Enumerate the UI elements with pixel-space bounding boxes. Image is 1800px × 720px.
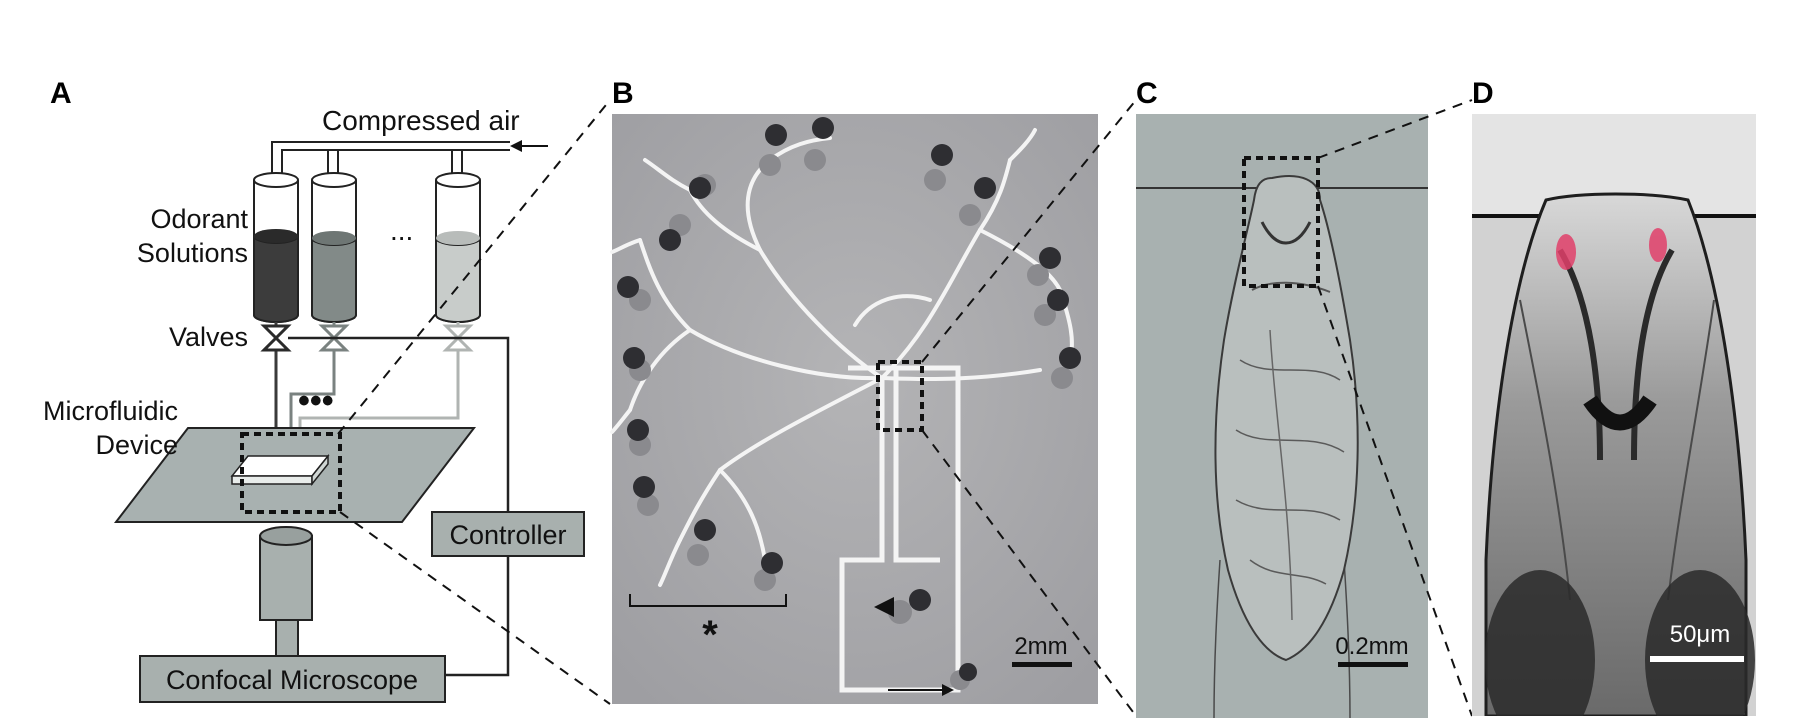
scale-bar-c	[1338, 662, 1408, 667]
controller-label: Controller	[449, 520, 566, 550]
panel-a: A Compressed air	[43, 77, 585, 703]
valve-dark-icon	[260, 324, 292, 352]
panel-c: C 0.2mm	[1136, 77, 1428, 718]
arrowhead-marker-icon	[874, 597, 894, 617]
channel-wall-left	[1213, 559, 1221, 718]
device-dots: •••	[298, 382, 334, 420]
larva	[1214, 175, 1359, 662]
scale-label-d: 50μm	[1670, 621, 1731, 648]
scale-label-c: 0.2mm	[1335, 633, 1408, 660]
reservoir-ellipsis: ...	[390, 215, 413, 246]
reservoir-light	[435, 172, 481, 323]
outlet-arrow	[888, 684, 954, 696]
valves-label: Valves	[169, 322, 248, 352]
panel-label-c: C	[1136, 77, 1158, 110]
air-arrow-head-icon	[510, 140, 522, 152]
reservoir-dark	[253, 172, 299, 323]
odorant-label-line1: Odorant	[150, 204, 248, 234]
inlet-wells	[617, 117, 1081, 690]
device-dashed-box	[240, 432, 342, 514]
panel-d: D 50μm	[1472, 77, 1756, 716]
compressed-air-label: Compressed air	[322, 105, 520, 136]
microscope-objective	[259, 526, 313, 657]
panel-label-b: B	[612, 77, 634, 110]
controller-box	[431, 511, 585, 557]
photo-b-dashed-box	[876, 360, 924, 432]
reservoir-mid	[311, 172, 357, 323]
scale-bar-d	[1650, 656, 1744, 662]
panel-label-a: A	[50, 77, 72, 110]
zoom-lines-b-c	[921, 99, 1137, 717]
panel-b: B	[610, 77, 1098, 704]
zoom-lines-a-b	[337, 99, 611, 705]
photo-c-dashed-box	[1242, 156, 1320, 288]
fluorescent-neuron-right	[1649, 228, 1667, 262]
asterisk: *	[702, 613, 718, 657]
confocal-box	[139, 655, 446, 703]
microfluidic-label-line1: Microfluidic	[43, 396, 178, 426]
bracket	[629, 594, 787, 607]
microfluidic-label-line2: Device	[95, 430, 178, 460]
controller-wire	[288, 336, 510, 677]
channel-wall-right	[1343, 559, 1351, 718]
confocal-label: Confocal Microscope	[166, 665, 418, 695]
central-channel	[839, 365, 961, 693]
fluorescent-neuron-left	[1556, 234, 1576, 270]
odorant-label-line2: Solutions	[137, 238, 248, 268]
scale-bar-b	[1012, 662, 1072, 667]
air-lines	[271, 141, 510, 174]
scale-label-b: 2mm	[1014, 633, 1067, 660]
chip	[230, 453, 330, 487]
panel-label-d: D	[1472, 77, 1494, 110]
zoom-lines-c-d	[1317, 99, 1473, 717]
photo-b-background	[612, 114, 1098, 704]
